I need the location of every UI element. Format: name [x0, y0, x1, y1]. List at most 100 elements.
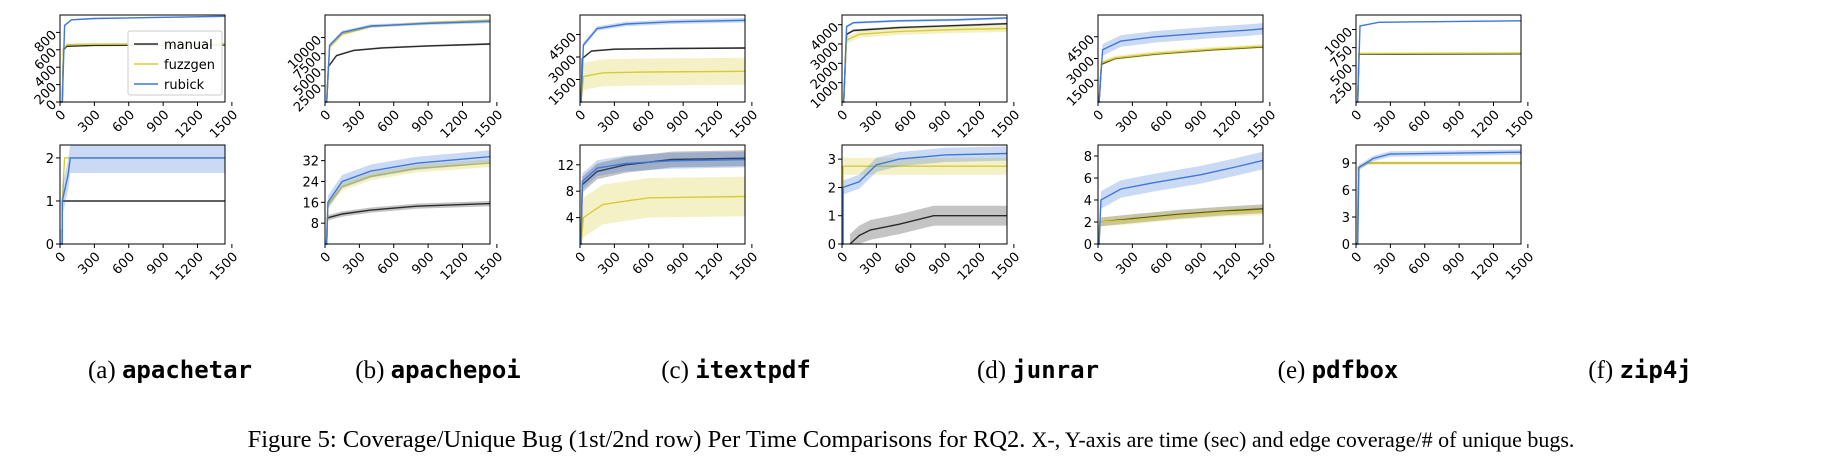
- legend-label-rubick: rubick: [164, 78, 205, 93]
- x-tick-label: 300: [340, 250, 368, 278]
- x-tick-label: 300: [340, 108, 368, 136]
- x-tick-label: 1200: [1211, 108, 1245, 142]
- x-tick-label: 1500: [1503, 250, 1537, 284]
- x-tick-label: 600: [110, 250, 138, 278]
- plot-frame: [1355, 144, 1522, 245]
- x-tick-label: 900: [1182, 250, 1210, 278]
- x-tick-label: 600: [375, 108, 403, 136]
- figure-caption: Figure 5: Coverage/Unique Bug (1st/2nd r…: [0, 426, 1822, 454]
- y-tick-label: 0: [46, 238, 54, 253]
- subcaption-b: (b) apachepoi: [308, 356, 568, 385]
- x-tick-label: 600: [630, 108, 658, 136]
- subcaption-e: (e) pdfbox: [1208, 356, 1468, 385]
- y-tick-label: 9: [1342, 157, 1350, 172]
- x-tick-label: 300: [1113, 108, 1141, 136]
- y-tick-label: 8: [311, 217, 319, 232]
- x-tick-label: 1200: [173, 250, 207, 284]
- band-fuzzgen: [580, 176, 745, 244]
- x-tick-label: 900: [1182, 108, 1210, 136]
- line-rubick: [1356, 151, 1522, 245]
- x-tick-label: 0: [573, 108, 589, 124]
- subcaption-letter: (c): [661, 357, 689, 384]
- subcaption-letter: (a): [87, 357, 116, 384]
- plot-frame: [841, 144, 1008, 245]
- y-tick-label: 3: [828, 153, 836, 168]
- x-tick-label: 600: [1406, 108, 1434, 136]
- legend: manual fuzzgen rubick: [127, 30, 223, 96]
- x-tick-label: 1200: [1211, 250, 1245, 284]
- x-tick-label: 1500: [472, 250, 506, 284]
- band-rubick: [325, 150, 490, 244]
- line-manual: [849, 214, 1007, 245]
- x-tick-label: 600: [892, 108, 920, 136]
- x-tick-label: 1500: [207, 250, 241, 284]
- x-tick-label: 900: [1440, 250, 1468, 278]
- x-tick-label: 600: [110, 108, 138, 136]
- caption-main: Figure 5: Coverage/Unique Bug (1st/2nd r…: [247, 426, 1026, 453]
- x-tick-label: 300: [75, 108, 103, 136]
- subcaption-name: zip4j: [1619, 356, 1692, 384]
- subcaption-letter: (e): [1277, 357, 1306, 384]
- band-fuzzgen: [842, 25, 1007, 103]
- y-tick-label: 8: [566, 185, 574, 200]
- x-tick-label: 900: [409, 108, 437, 136]
- band-fuzzgen: [1356, 161, 1521, 244]
- line-fuzzgen: [1356, 162, 1521, 245]
- x-tick-label: 0: [53, 250, 69, 266]
- x-tick-label: 300: [1371, 250, 1399, 278]
- x-tick-label: 900: [409, 250, 437, 278]
- x-tick-label: 0: [1091, 250, 1107, 266]
- line-rubick: [1098, 28, 1264, 103]
- legend-label-manual: manual: [164, 38, 213, 53]
- x-tick-label: 0: [1091, 108, 1107, 124]
- y-tick-label: 12: [557, 159, 574, 174]
- x-tick-label: 900: [664, 250, 692, 278]
- y-tick-label: 1: [828, 210, 836, 225]
- band-manual: [850, 205, 1007, 244]
- line-manual: [1356, 162, 1521, 245]
- band-manual: [325, 201, 490, 244]
- x-tick-label: 300: [857, 250, 885, 278]
- y-tick-label: 0: [1342, 238, 1350, 253]
- legend-label-fuzzgen: fuzzgen: [164, 58, 215, 73]
- x-tick-label: 0: [573, 250, 589, 266]
- x-tick-label: 0: [1349, 250, 1365, 266]
- band-fuzzgen: [1098, 206, 1263, 244]
- y-tick-label: 4: [1084, 194, 1092, 209]
- plot-frame: [59, 14, 226, 103]
- band-rubick: [1356, 20, 1521, 103]
- x-tick-label: 1500: [989, 250, 1023, 284]
- x-tick-label: 1200: [438, 250, 472, 284]
- y-tick-label: 16: [302, 196, 319, 211]
- line-manual: [325, 43, 491, 103]
- y-tick-label: 2: [828, 181, 836, 196]
- caption-axes-note: X-, Y-axis are time (sec) and edge cover…: [1031, 427, 1575, 452]
- y-tick-label: 2: [46, 152, 54, 167]
- x-tick-label: 1200: [955, 250, 989, 284]
- band-fuzzgen: [1356, 52, 1521, 102]
- line-manual: [60, 200, 225, 245]
- x-tick-label: 900: [664, 108, 692, 136]
- subplot-apachetar-bugs: 0 300 600 900 1200 1500 0 1 2: [46, 144, 241, 284]
- x-tick-label: 1200: [693, 250, 727, 284]
- band-manual: [1098, 204, 1263, 244]
- subcaption-letter: (b): [355, 357, 385, 384]
- plot-frame: [1097, 144, 1264, 245]
- subcaption-f: (f) zip4j: [1510, 356, 1770, 385]
- x-tick-label: 1200: [1469, 250, 1503, 284]
- x-tick-label: 600: [1406, 250, 1434, 278]
- x-tick-label: 900: [926, 108, 954, 136]
- x-tick-label: 1200: [955, 108, 989, 142]
- subcaption-letter: (d): [976, 357, 1007, 384]
- x-tick-label: 1500: [727, 108, 761, 142]
- x-tick-label: 0: [318, 250, 334, 266]
- line-rubick: [842, 152, 1008, 245]
- subcaption-a: (a) apachetar: [40, 356, 300, 385]
- plot-frame: [579, 144, 746, 245]
- plot-frame: [579, 14, 746, 103]
- line-rubick: [1098, 159, 1264, 245]
